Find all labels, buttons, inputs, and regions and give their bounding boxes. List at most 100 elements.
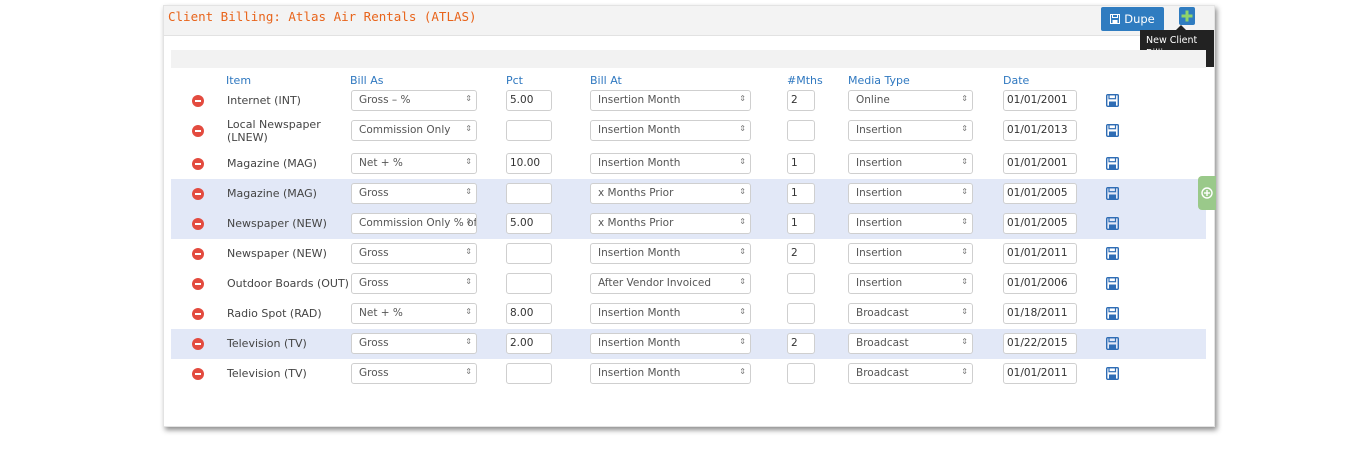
bill-as-select[interactable]: Net + % xyxy=(351,153,477,174)
bill-as-select[interactable]: Gross – % xyxy=(351,90,477,111)
table-row: Outdoor Boards (OUT) Gross After Vendor … xyxy=(171,269,1206,299)
date-input[interactable]: 01/01/2006 xyxy=(1003,273,1077,294)
pct-input[interactable] xyxy=(506,183,552,204)
media-type-select[interactable]: Insertion xyxy=(848,213,973,234)
date-input[interactable]: 01/01/2011 xyxy=(1003,243,1077,264)
date-input[interactable]: 01/01/2001 xyxy=(1003,153,1077,174)
bill-at-select[interactable]: Insertion Month xyxy=(590,303,751,324)
months-input[interactable]: 2 xyxy=(787,243,815,264)
pct-input[interactable] xyxy=(506,243,552,264)
bill-as-select[interactable]: Commission Only xyxy=(351,120,477,141)
col-header-item: Item xyxy=(226,74,252,87)
minus-circle-icon[interactable] xyxy=(192,218,204,230)
months-input[interactable] xyxy=(787,303,815,324)
bill-at-select[interactable]: x Months Prior xyxy=(590,183,751,204)
panel-header: Client Billing: Atlas Air Rentals (ATLAS… xyxy=(164,6,1214,36)
bill-at-select[interactable]: Insertion Month xyxy=(590,243,751,264)
minus-circle-icon[interactable] xyxy=(192,188,204,200)
floppy-disk-icon[interactable] xyxy=(1106,367,1119,380)
floppy-disk-icon[interactable] xyxy=(1106,124,1119,137)
bill-as-select[interactable]: Gross xyxy=(351,183,477,204)
date-input[interactable]: 01/01/2011 xyxy=(1003,363,1077,384)
item-name: Television (TV) xyxy=(227,337,307,350)
floppy-disk-icon[interactable] xyxy=(1106,217,1119,230)
floppy-disk-icon[interactable] xyxy=(1106,247,1119,260)
media-type-select[interactable]: Insertion xyxy=(848,153,973,174)
client-billing-panel: Client Billing: Atlas Air Rentals (ATLAS… xyxy=(163,5,1215,427)
minus-circle-icon[interactable] xyxy=(192,308,204,320)
bill-at-select[interactable]: Insertion Month xyxy=(590,153,751,174)
months-input[interactable]: 1 xyxy=(787,213,815,234)
months-input[interactable]: 1 xyxy=(787,183,815,204)
minus-circle-icon[interactable] xyxy=(192,368,204,380)
dupe-button[interactable]: Dupe xyxy=(1101,7,1164,31)
pct-input[interactable]: 2.00 xyxy=(506,333,552,354)
media-type-select[interactable]: Insertion xyxy=(848,273,973,294)
date-input[interactable]: 01/01/2005 xyxy=(1003,183,1077,204)
floppy-disk-icon[interactable] xyxy=(1106,337,1119,350)
months-input[interactable]: 2 xyxy=(787,90,815,111)
months-input[interactable] xyxy=(787,363,815,384)
minus-circle-icon[interactable] xyxy=(192,278,204,290)
table-row: Local Newspaper (LNEW) Commission Only I… xyxy=(171,116,1206,146)
pct-input[interactable]: 10.00 xyxy=(506,153,552,174)
media-type-select[interactable]: Insertion xyxy=(848,183,973,204)
media-type-select[interactable]: Broadcast xyxy=(848,333,973,354)
item-name: Newspaper (NEW) xyxy=(227,217,327,230)
bill-as-select[interactable]: Net + % xyxy=(351,303,477,324)
media-type-select[interactable]: Broadcast xyxy=(848,303,973,324)
minus-circle-icon[interactable] xyxy=(192,158,204,170)
col-header-media-type: Media Type xyxy=(848,74,910,87)
months-input[interactable] xyxy=(787,120,815,141)
media-type-select[interactable]: Insertion xyxy=(848,243,973,264)
bill-as-select[interactable]: Gross xyxy=(351,363,477,384)
months-input[interactable]: 1 xyxy=(787,153,815,174)
bill-at-select[interactable]: Insertion Month xyxy=(590,90,751,111)
bill-as-select[interactable]: Gross xyxy=(351,333,477,354)
col-header-bill-at: Bill At xyxy=(590,74,622,87)
pct-input[interactable]: 8.00 xyxy=(506,303,552,324)
months-input[interactable]: 2 xyxy=(787,333,815,354)
bill-as-select[interactable]: Gross xyxy=(351,273,477,294)
bill-at-select[interactable]: Insertion Month xyxy=(590,120,751,141)
floppy-disk-icon[interactable] xyxy=(1106,277,1119,290)
bill-at-select[interactable]: x Months Prior xyxy=(590,213,751,234)
date-input[interactable]: 01/18/2011 xyxy=(1003,303,1077,324)
bill-as-select[interactable]: Commission Only % of xyxy=(351,213,477,234)
floppy-disk-icon xyxy=(1110,14,1121,24)
date-input[interactable]: 01/01/2013 xyxy=(1003,120,1077,141)
pct-input[interactable]: 5.00 xyxy=(506,90,552,111)
date-input[interactable]: 01/01/2005 xyxy=(1003,213,1077,234)
bill-as-select[interactable]: Gross xyxy=(351,243,477,264)
pct-input[interactable]: 5.00 xyxy=(506,213,552,234)
media-type-select[interactable]: Insertion xyxy=(848,120,973,141)
minus-circle-icon[interactable] xyxy=(192,95,204,107)
dupe-label: Dupe xyxy=(1124,12,1155,26)
side-expand-tab[interactable] xyxy=(1198,176,1216,210)
media-type-select[interactable]: Broadcast xyxy=(848,363,973,384)
bill-at-select[interactable]: Insertion Month xyxy=(590,333,751,354)
floppy-disk-icon[interactable] xyxy=(1106,187,1119,200)
date-input[interactable]: 01/01/2001 xyxy=(1003,90,1077,111)
floppy-disk-icon[interactable] xyxy=(1106,307,1119,320)
pct-input[interactable] xyxy=(506,120,552,141)
item-name: Magazine (MAG) xyxy=(227,187,317,200)
bill-at-select[interactable]: Insertion Month xyxy=(590,363,751,384)
col-header-date: Date xyxy=(1003,74,1030,87)
pct-input[interactable] xyxy=(506,273,552,294)
item-name: Newspaper (NEW) xyxy=(227,247,327,260)
date-input[interactable]: 01/22/2015 xyxy=(1003,333,1077,354)
months-input[interactable] xyxy=(787,273,815,294)
table-row: Television (TV) Gross Insertion Month Br… xyxy=(171,359,1206,389)
col-header-months: #Mths xyxy=(787,74,823,87)
pct-input[interactable] xyxy=(506,363,552,384)
media-type-select[interactable]: Online xyxy=(848,90,973,111)
new-client-billing-button[interactable] xyxy=(1179,7,1195,25)
minus-circle-icon[interactable] xyxy=(192,338,204,350)
item-name: Local Newspaper (LNEW) xyxy=(227,118,321,144)
minus-circle-icon[interactable] xyxy=(192,125,204,137)
floppy-disk-icon[interactable] xyxy=(1106,94,1119,107)
minus-circle-icon[interactable] xyxy=(192,248,204,260)
floppy-disk-icon[interactable] xyxy=(1106,157,1119,170)
bill-at-select[interactable]: After Vendor Invoiced xyxy=(590,273,751,294)
